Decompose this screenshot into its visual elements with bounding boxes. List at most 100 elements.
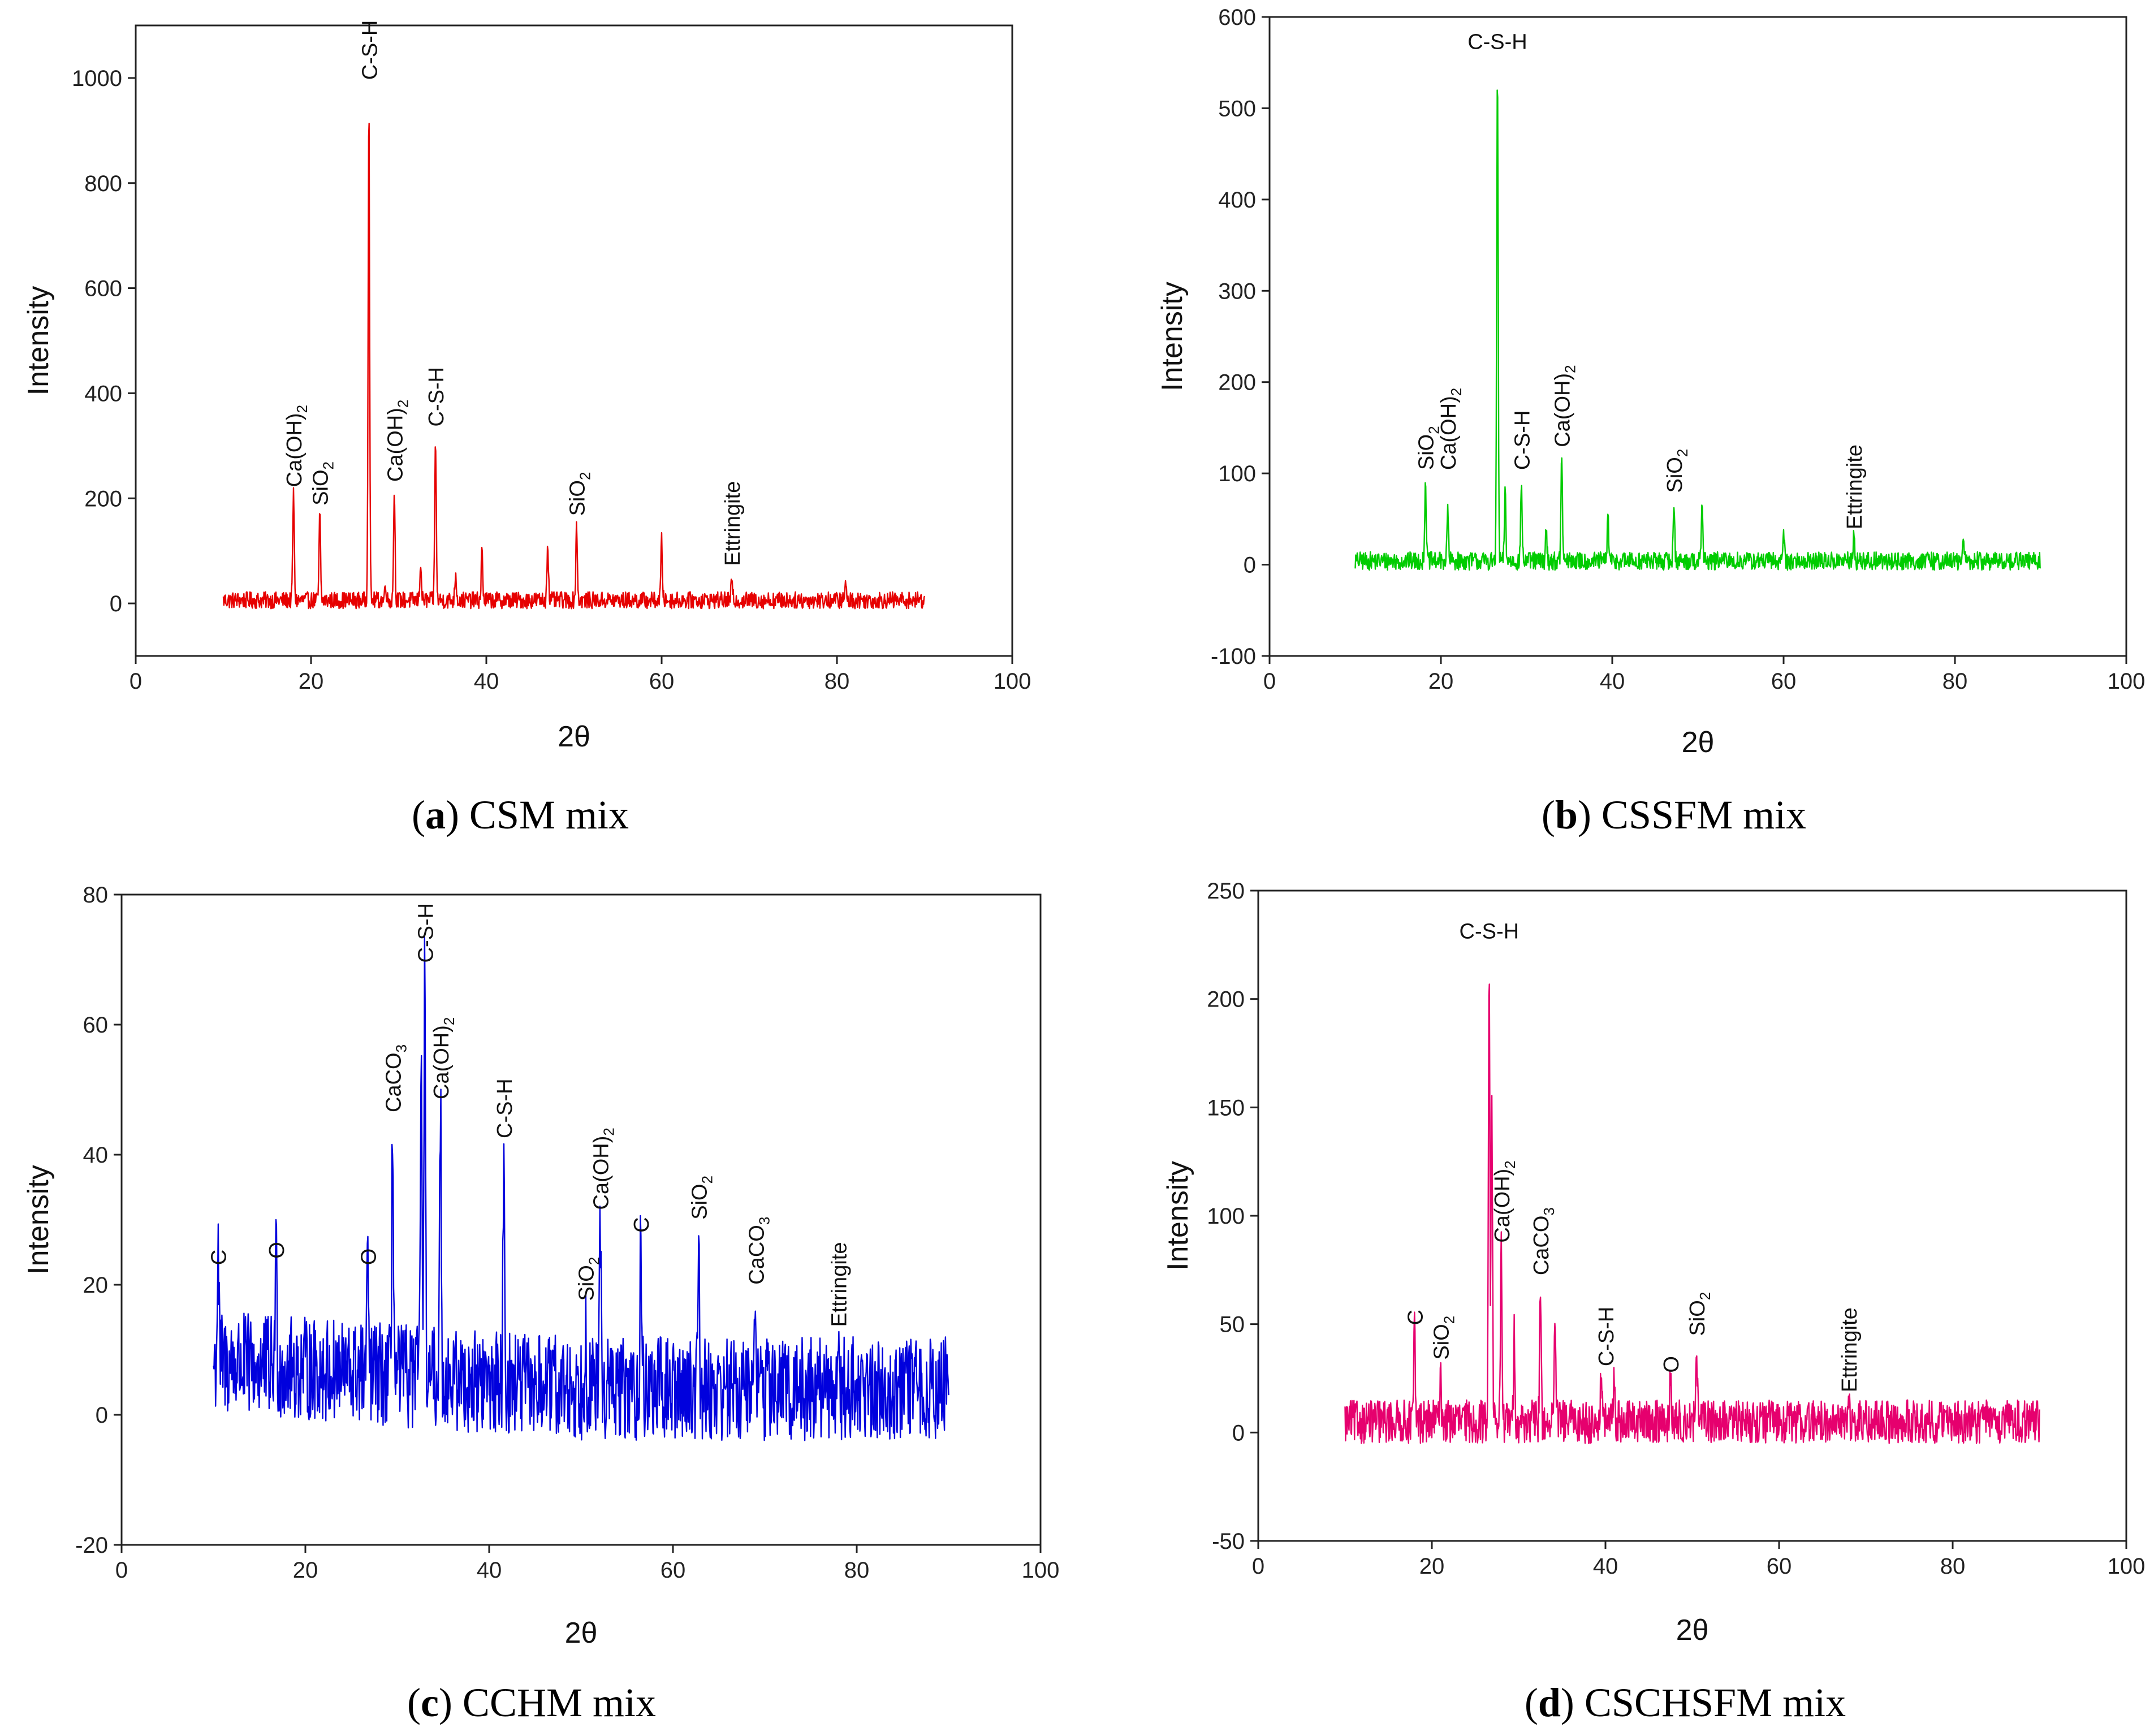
y-tick-label: 600 <box>1218 5 1256 30</box>
y-tick-label: -100 <box>1211 644 1256 669</box>
x-tick-label: 20 <box>1428 669 1454 694</box>
y-tick-label: -20 <box>75 1533 108 1558</box>
peak-label: O <box>357 1249 381 1266</box>
y-tick-label: 40 <box>83 1143 109 1168</box>
peak-label: SiO2 <box>1686 1292 1713 1336</box>
peak-label: C <box>1404 1310 1427 1325</box>
peak-label: Ettringite <box>1838 1307 1862 1392</box>
y-tick-label: 100 <box>1218 461 1256 486</box>
panel-b-cssfm: 0 20 40 60 80 100 -100 0 100 200 300 400 500 600 2θ Int… <box>1156 5 2145 837</box>
x-axis-label: 2θ <box>558 720 590 753</box>
peak-label: SiO2 <box>1415 426 1443 470</box>
y-tick-label: 20 <box>83 1273 109 1298</box>
peak-label: O <box>1660 1356 1684 1373</box>
x-tick-label: 60 <box>1771 669 1797 694</box>
peak-label: Ca(OH)2 <box>430 1017 457 1099</box>
peak-label: CaCO3 <box>745 1217 772 1285</box>
plot-frame <box>1257 889 2127 1542</box>
peak-label: Ca(OH)2 <box>383 400 411 482</box>
peak-label: Ettringite <box>1843 444 1867 529</box>
y-tick-label: 0 <box>96 1403 108 1428</box>
plot-frame <box>135 24 1013 657</box>
x-tick-label: 80 <box>844 1558 870 1583</box>
panel-c-cchm: 0 20 40 60 80 100 -20 0 20 40 60 80 2θ Intensity C O O Ca… <box>22 883 1059 1725</box>
x-tick-label: 0 <box>1252 1554 1264 1579</box>
x-tick-label: 40 <box>474 669 499 694</box>
x-tick-label: 0 <box>115 1558 128 1583</box>
spectrum-line <box>1354 89 2041 571</box>
peak-label: C-S-H <box>1595 1307 1618 1367</box>
x-tick-label: 0 <box>130 669 142 694</box>
x-tick-label: 20 <box>293 1558 318 1583</box>
y-tick-label: 200 <box>1207 987 1245 1012</box>
peak-label: SiO2 <box>575 1257 603 1301</box>
peak-label: Ca(OH)2 <box>1551 365 1579 447</box>
y-tick-label: -50 <box>1212 1529 1245 1554</box>
y-tick-label: 300 <box>1218 279 1256 304</box>
panel-a-csm: 0 20 40 60 80 100020040060080010002θIntensity… <box>22 20 1031 837</box>
x-tick-label: 20 <box>1419 1554 1445 1579</box>
peak-label: SiO2 <box>1430 1316 1457 1360</box>
x-tick-label: 80 <box>825 669 850 694</box>
x-axis-label: 2θ <box>1682 726 1715 759</box>
y-tick-label: 50 <box>1220 1312 1245 1337</box>
y-tick-label: 600 <box>84 277 122 301</box>
y-tick-label: 200 <box>84 486 122 511</box>
y-tick-label: 1000 <box>72 66 122 91</box>
peak-label: C-S-H <box>425 367 448 427</box>
x-tick-label: 40 <box>477 1558 502 1583</box>
y-tick-label: 60 <box>83 1013 109 1038</box>
peak-label: C-S-H <box>414 903 438 963</box>
panel-caption: (c) CCHM mix <box>407 1680 656 1725</box>
panel-caption: (b) CSSFM mix <box>1542 792 1806 837</box>
spectrum-line <box>213 936 949 1441</box>
plot-frame <box>120 893 1042 1546</box>
x-axis-label: 2θ <box>1676 1614 1709 1647</box>
y-tick-label: 100 <box>1207 1204 1245 1229</box>
x-tick-label: 60 <box>649 669 675 694</box>
peak-label: SiO2 <box>1663 449 1691 493</box>
x-axis-label: 2θ <box>565 1617 598 1649</box>
peak-label: C-S-H <box>1510 411 1534 470</box>
plot-frame <box>1268 16 2127 657</box>
peak-label: C <box>208 1250 231 1265</box>
peak-label: C-S-H <box>358 20 382 80</box>
x-tick-label: 100 <box>994 669 1031 694</box>
x-tick-label: 0 <box>1263 669 1276 694</box>
peak-label: CaCO3 <box>382 1044 409 1112</box>
x-tick-label: 60 <box>1767 1554 1792 1579</box>
peak-label: Ca(OH)2 <box>1437 388 1465 470</box>
x-tick-label: 80 <box>1940 1554 1966 1579</box>
peak-label: SiO2 <box>566 472 594 516</box>
peak-label: Ettringite <box>721 481 745 566</box>
peak-label: Ca(OH)2 <box>283 405 310 487</box>
y-axis-label: Intensity <box>22 1165 55 1275</box>
peak-label: CaCO3 <box>1530 1207 1557 1275</box>
peak-label: C-S-H <box>1460 919 1520 943</box>
peak-label: C-S-H <box>1467 31 1527 54</box>
panel-d-cschsfm: 0 20 40 60 80 100 -50 0 50 100 150 200 250 2θ Intensit… <box>1162 879 2145 1725</box>
y-tick-label: 500 <box>1218 96 1256 121</box>
peak-label: O <box>265 1242 289 1259</box>
y-tick-label: 0 <box>110 591 122 616</box>
y-tick-label: 400 <box>1218 188 1256 213</box>
y-tick-label: 0 <box>1232 1420 1245 1445</box>
peak-label: Ca(OH)2 <box>1491 1160 1518 1242</box>
y-axis-label: Intensity <box>1156 282 1189 391</box>
x-tick-label: 100 <box>1022 1558 1060 1583</box>
y-tick-label: 800 <box>84 171 122 196</box>
peak-label: C <box>630 1217 654 1232</box>
y-tick-label: 80 <box>83 883 109 908</box>
peak-label: Ettringite <box>828 1242 852 1327</box>
y-tick-label: 150 <box>1207 1095 1245 1120</box>
x-tick-label: 60 <box>661 1558 686 1583</box>
x-tick-label: 20 <box>299 669 324 694</box>
peak-label: C-S-H <box>493 1078 517 1138</box>
peak-label: Ca(OH)2 <box>590 1128 618 1210</box>
y-tick-label: 400 <box>84 381 122 406</box>
x-tick-label: 100 <box>2108 669 2146 694</box>
x-tick-label: 40 <box>1593 1554 1618 1579</box>
y-tick-label: 200 <box>1218 370 1256 395</box>
spectrum-line <box>1344 983 2040 1444</box>
